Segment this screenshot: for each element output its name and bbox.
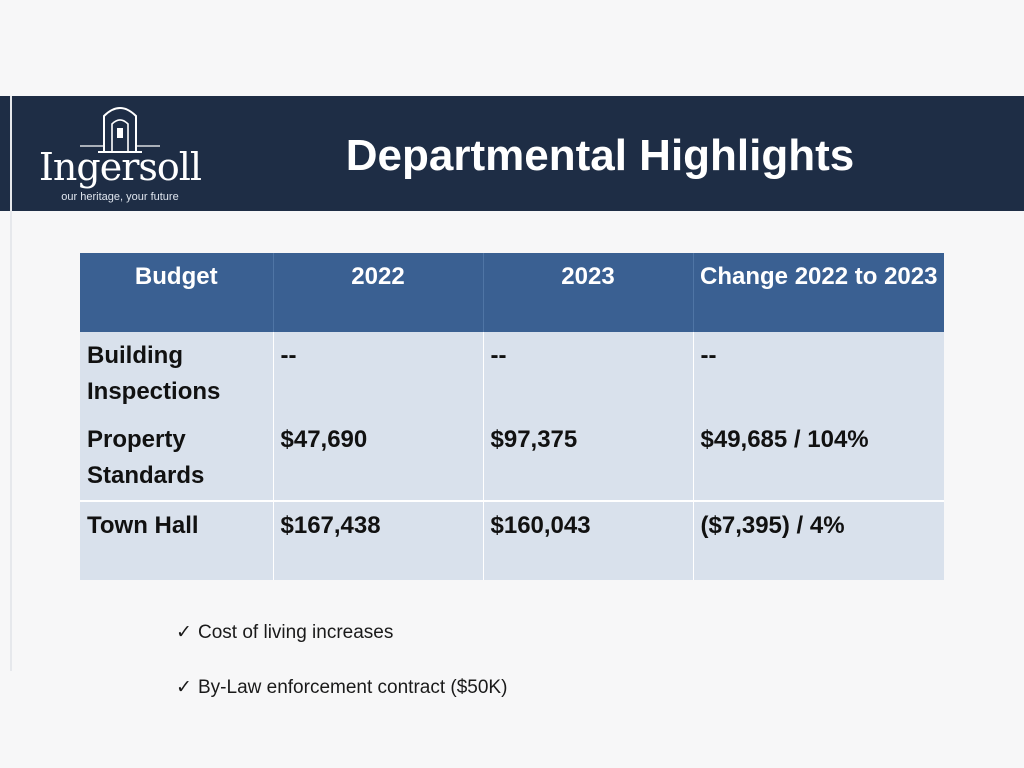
- row-label: Town Hall: [80, 500, 274, 580]
- logo-wordmark: Ingersoll: [38, 145, 202, 189]
- page-title: Departmental Highlights: [345, 131, 855, 180]
- clock-tower-icon: [80, 107, 160, 153]
- cell-change: --: [693, 332, 944, 416]
- column-header-change: Change 2022 to 2023: [693, 253, 944, 332]
- logo-tagline: our heritage, your future: [61, 191, 179, 203]
- table-row: Property Standards $47,690 $97,375 $49,6…: [80, 416, 944, 501]
- column-header-2022: 2022: [273, 253, 484, 332]
- cell-2023: --: [483, 332, 694, 416]
- cell-change: ($7,395) / 4%: [693, 500, 944, 580]
- header-accent: [0, 96, 10, 211]
- note-text: Cost of living increases: [198, 622, 394, 643]
- table-row: Building Inspections -- -- --: [80, 332, 944, 416]
- cell-change: $49,685 / 104%: [693, 416, 944, 501]
- row-label: Building Inspections: [80, 332, 274, 416]
- budget-table: Budget 2022 2023 Change 2022 to 2023 Bui…: [80, 253, 944, 580]
- checkmark-icon: ✓: [176, 677, 192, 698]
- cell-2022: $47,690: [273, 416, 484, 501]
- table-header-row: Budget 2022 2023 Change 2022 to 2023: [80, 253, 944, 332]
- cell-2022: $167,438: [273, 500, 484, 580]
- cell-2023: $160,043: [483, 500, 694, 580]
- checkmark-icon: ✓: [176, 622, 192, 643]
- cell-2022: --: [273, 332, 484, 416]
- list-item: ✓ By-Law enforcement contract ($50K): [176, 671, 507, 705]
- note-text: By-Law enforcement contract ($50K): [198, 677, 508, 698]
- ingersoll-logo: Ingersoll our heritage, your future: [20, 100, 220, 208]
- title-banner: [12, 96, 1024, 211]
- highlight-notes: ✓ Cost of living increases ✓ By-Law enforc…: [176, 616, 507, 726]
- column-header-budget: Budget: [80, 253, 274, 332]
- column-header-2023: 2023: [483, 253, 694, 332]
- table-row: Town Hall $167,438 $160,043 ($7,395) / 4…: [80, 500, 944, 580]
- cell-2023: $97,375: [483, 416, 694, 501]
- list-item: ✓ Cost of living increases: [176, 616, 507, 650]
- slide-left-rule: [10, 96, 12, 671]
- row-label: Property Standards: [80, 416, 274, 501]
